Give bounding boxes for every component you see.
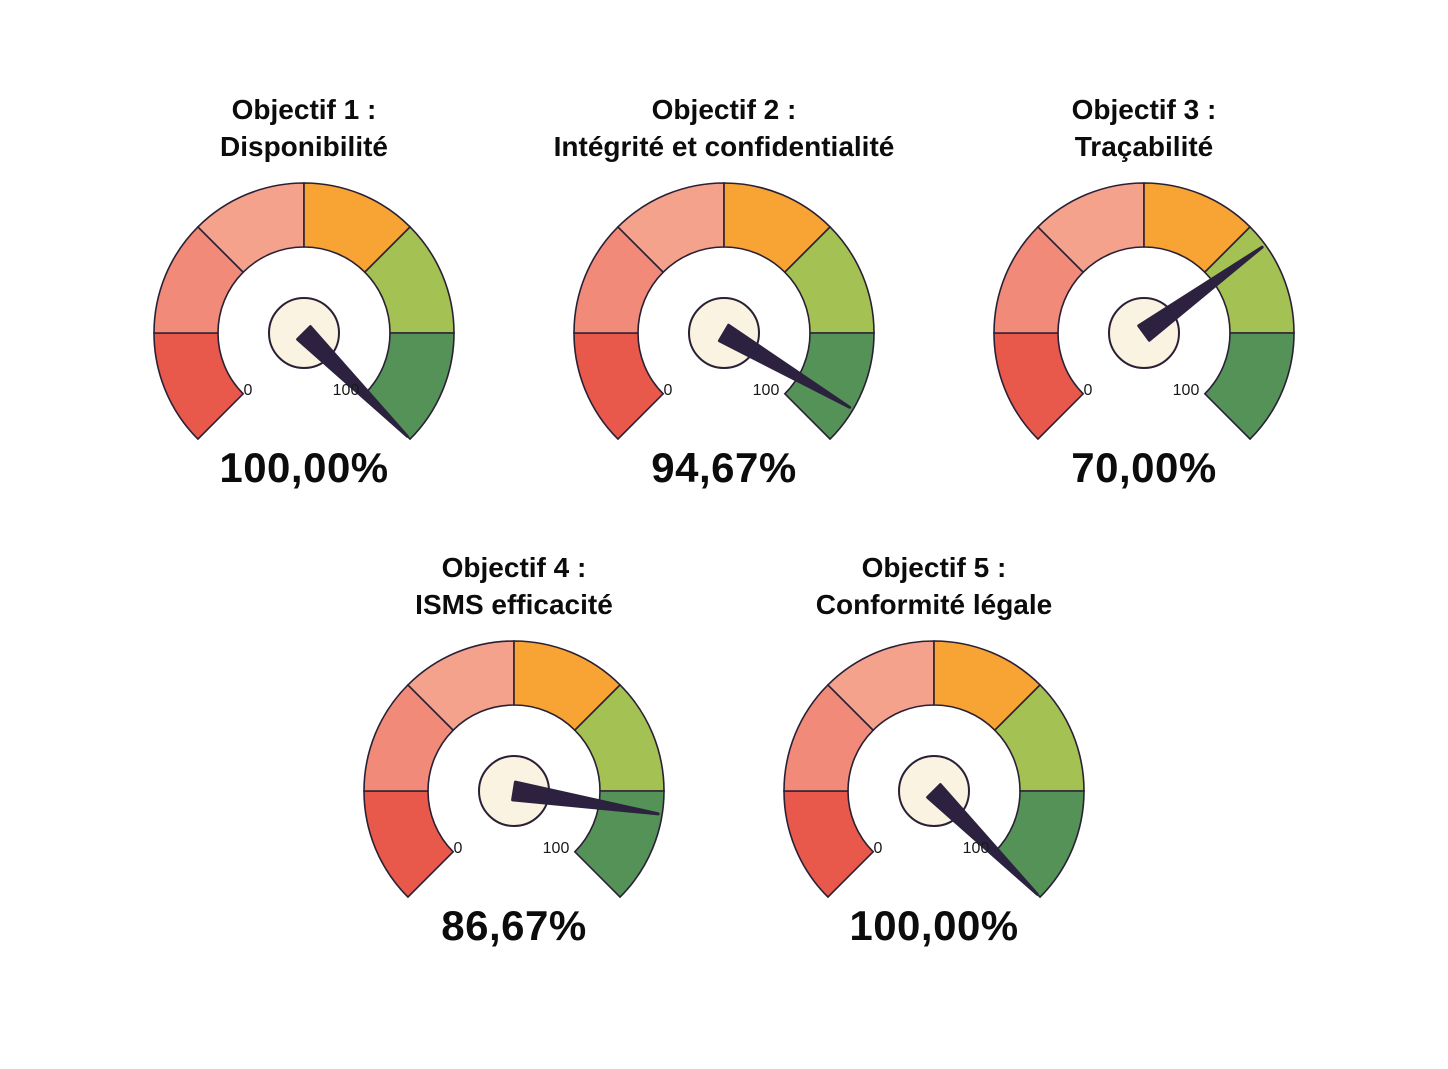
gauge-value-label: 100,00% <box>219 443 389 491</box>
gauge-needle <box>926 782 1039 896</box>
gauge-title-line2: Conformité légale <box>815 588 1053 620</box>
gauge-objectif-1: Objectif 1 : Disponibilité 0 100 100,00% <box>134 92 474 492</box>
gauge-segment-6 <box>573 790 665 899</box>
gauge-max-label: 100 <box>963 840 990 857</box>
gauge-objectif-3: Objectif 3 : Traçabilité 0 100 70,00% <box>974 92 1314 492</box>
gauge-title-line2: Traçabilité <box>1074 130 1214 162</box>
gauge-title-line1: Objectif 1 : <box>231 94 377 125</box>
gauge-objectif-4: Objectif 4 : ISMS efficacité 0 100 86,67% <box>344 550 684 950</box>
gauge-value-label: 86,67% <box>441 901 587 949</box>
gauge-segment-1 <box>573 332 665 441</box>
gauge-segment-6 <box>993 790 1085 899</box>
gauge-max-label: 100 <box>333 382 360 399</box>
gauge-title: Objectif 2 : Intégrité et confidentialit… <box>554 92 895 166</box>
gauge-title-line2: Disponibilité <box>220 130 388 162</box>
gauge-value-label: 70,00% <box>1071 443 1217 491</box>
gauge-needle <box>296 325 409 438</box>
gauge-segment-1 <box>363 790 455 899</box>
gauge-needle <box>511 780 660 816</box>
gauge-min-label: 0 <box>664 382 673 399</box>
gauge-title-line2: ISMS efficacité <box>415 588 613 620</box>
gauge-value-label: 100,00% <box>849 901 1019 949</box>
gauge-max-label: 100 <box>1173 382 1200 399</box>
gauge-title-line1: Objectif 3 : <box>1071 94 1217 125</box>
gauge-min-label: 0 <box>244 382 253 399</box>
gauge-needle <box>1137 245 1264 342</box>
gauge-title-line1: Objectif 4 : <box>441 551 587 583</box>
gauge-objectif-5: Objectif 5 : Conformité légale 0 100 100,… <box>764 550 1104 950</box>
gauge-title: Objectif 3 : Traçabilité <box>1072 92 1217 166</box>
gauge-chart: 0 100 <box>783 640 1085 899</box>
gauge-row-bottom: Objectif 4 : ISMS efficacité 0 100 86,67%… <box>344 550 1104 950</box>
gauge-min-label: 0 <box>874 840 883 857</box>
gauge-chart: 0 100 <box>993 182 1295 441</box>
gauge-title: Objectif 4 : ISMS efficacité <box>415 550 613 624</box>
gauge-chart: 0 100 <box>363 640 665 899</box>
gauge-objectif-2: Objectif 2 : Intégrité et confidentialit… <box>554 92 895 492</box>
gauge-title: Objectif 1 : Disponibilité <box>220 92 388 166</box>
gauge-min-label: 0 <box>1084 382 1093 399</box>
gauge-segment-6 <box>783 332 875 441</box>
gauge-value-label: 94,67% <box>651 443 797 491</box>
gauge-needle <box>717 323 852 409</box>
gauge-segment-6 <box>363 332 455 441</box>
gauge-chart: 0 100 <box>153 182 455 441</box>
gauge-chart: 0 100 <box>573 182 875 441</box>
gauge-segment-1 <box>993 332 1085 441</box>
gauge-row-top: Objectif 1 : Disponibilité 0 100 100,00% … <box>134 92 1314 492</box>
gauge-title-line1: Objectif 2 : <box>651 94 797 125</box>
gauge-title-line2: Intégrité et confidentialité <box>553 130 895 162</box>
gauge-segment-1 <box>153 332 245 441</box>
gauge-max-label: 100 <box>753 382 780 399</box>
gauge-segment-6 <box>1203 332 1295 441</box>
gauge-title-line1: Objectif 5 : <box>861 551 1007 583</box>
gauge-dashboard: Objectif 1 : Disponibilité 0 100 100,00% … <box>134 92 1314 950</box>
gauge-title: Objectif 5 : Conformité légale <box>816 550 1052 624</box>
gauge-segment-1 <box>783 790 875 899</box>
gauge-min-label: 0 <box>454 840 463 857</box>
gauge-max-label: 100 <box>543 840 570 857</box>
